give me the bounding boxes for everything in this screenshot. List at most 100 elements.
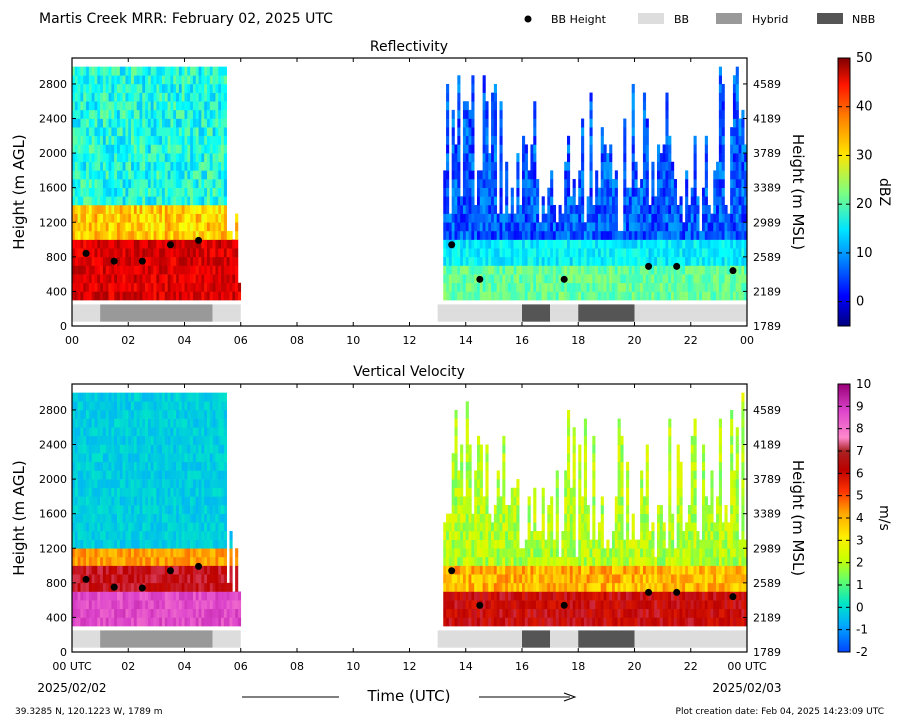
reflectivity-xtick-label: 14 <box>459 334 473 347</box>
velocity-bb-height-point-7 <box>560 601 568 609</box>
velocity-bb-height-point-6 <box>476 601 484 609</box>
velocity-colorbar-tick-label: -1 <box>856 623 868 637</box>
reflectivity-bb-segment-3 <box>437 304 523 322</box>
reflectivity-colorbar-ticks: 0 10 20 30 40 50 <box>838 51 873 310</box>
velocity-xtick-label: 14 <box>459 660 473 673</box>
velocity-ytick-label: 1600 <box>39 508 67 521</box>
velocity-bb-height-points <box>82 562 737 609</box>
reflectivity-ytick-label: 2800 <box>39 78 67 91</box>
velocity-colorbar-label: m/s <box>876 505 892 531</box>
velocity-ytick-label-right: 1789 <box>753 646 781 659</box>
velocity-bb-segment-3 <box>437 630 523 648</box>
velocity-xtick-label: 04 <box>178 660 192 673</box>
velocity-xtick-label: 12 <box>403 660 417 673</box>
velocity-ytick-label: 0 <box>60 646 67 659</box>
velocity-bb-segment-7 <box>634 630 747 648</box>
velocity-ytick-label-right: 2189 <box>753 611 781 624</box>
reflectivity-xtick-label: 02 <box>121 334 135 347</box>
velocity-ytick-label-right: 4189 <box>753 439 781 452</box>
velocity-bb-segment-1 <box>100 630 213 648</box>
velocity-colorbar-tick-label: 6 <box>856 466 864 480</box>
time-axis-label: Time (UTC) <box>367 687 451 705</box>
velocity-ytick-label: 2800 <box>39 404 67 417</box>
reflectivity-ylabel-right: Height (m MSL) <box>789 134 807 250</box>
legend-bb-swatch <box>638 13 664 24</box>
reflectivity-colorbar-label: dBZ <box>876 178 892 206</box>
velocity-colorbar-tick-label: 8 <box>856 422 864 436</box>
reflectivity-ytick-label: 2000 <box>39 147 67 160</box>
velocity-xtick-label: 08 <box>290 660 304 673</box>
velocity-ytick-label-right: 2989 <box>753 542 781 555</box>
reflectivity-bb-segment-0 <box>72 304 101 322</box>
velocity-bb-segment-5 <box>550 630 579 648</box>
velocity-bb-height-point-1 <box>110 583 118 591</box>
velocity-bb-height-point-10 <box>729 593 737 601</box>
velocity-colorbar-tick-label: 0 <box>856 600 864 614</box>
velocity-bb-height-point-3 <box>166 567 174 575</box>
velocity-bb-height-point-2 <box>138 584 146 592</box>
velocity-ytick-label-right: 3789 <box>753 473 781 486</box>
legend-bb-height-marker <box>524 15 532 23</box>
reflectivity-title: Reflectivity <box>370 39 448 55</box>
velocity-colorbar-tick-label: 3 <box>856 533 864 547</box>
reflectivity-xtick-label: 10 <box>346 334 360 347</box>
reflectivity-colorbar-tick-label: 40 <box>856 100 873 115</box>
velocity-bb-height-point-9 <box>673 588 681 596</box>
reflectivity-xtick-label: 06 <box>234 334 248 347</box>
velocity-ytick-label: 2000 <box>39 473 67 486</box>
legend-hybrid-swatch <box>716 13 742 24</box>
reflectivity-xtick-label: 00 <box>740 334 754 347</box>
reflectivity-colorbar-tick-label: 50 <box>856 51 873 66</box>
velocity-colorbar-tick-label: 2 <box>856 556 864 570</box>
velocity-ylabel-right: Height (m MSL) <box>789 460 807 576</box>
reflectivity-bb-segment-7 <box>634 304 747 322</box>
reflectivity-ytick-label: 800 <box>46 251 67 264</box>
reflectivity-bb-height-point-9 <box>673 262 681 270</box>
reflectivity-bb-height-point-0 <box>82 249 90 257</box>
velocity-xtick-label: 00 UTC <box>52 660 92 673</box>
velocity-xtick-label: 16 <box>515 660 529 673</box>
velocity-xtick-label: 22 <box>684 660 698 673</box>
velocity-ytick-label: 400 <box>46 611 67 624</box>
velocity-field <box>72 392 748 627</box>
legend-nbb-swatch <box>817 13 843 24</box>
velocity-colorbar-tick-label: 7 <box>856 444 864 458</box>
reflectivity-ytick-label-right: 2989 <box>753 216 781 229</box>
start-date: 2025/02/02 <box>37 681 106 695</box>
legend-hybrid-label: Hybrid <box>752 13 788 26</box>
reflectivity-panel: Reflectivity 00 02 04 06 08 10 12 14 16 18 20 22 000… <box>10 39 892 347</box>
legend-nbb-label: NBB <box>852 13 875 26</box>
velocity-xtick-label: 10 <box>346 660 360 673</box>
reflectivity-bb-segment-5 <box>550 304 579 322</box>
end-date: 2025/02/03 <box>712 681 781 695</box>
velocity-xtick-label: 06 <box>234 660 248 673</box>
reflectivity-ytick-label: 1600 <box>39 182 67 195</box>
reflectivity-xtick-label: 20 <box>628 334 642 347</box>
velocity-bb-height-point-8 <box>645 588 653 596</box>
reflectivity-bb-height-point-2 <box>138 257 146 265</box>
reflectivity-xtick-label: 04 <box>178 334 192 347</box>
reflectivity-xtick-label: 12 <box>403 334 417 347</box>
reflectivity-colorbar-tick-label: 30 <box>856 148 873 163</box>
reflectivity-xtick-label: 00 <box>65 334 79 347</box>
reflectivity-ytick-label-right: 2189 <box>753 285 781 298</box>
velocity-ytick-label: 1200 <box>39 542 67 555</box>
velocity-bb-height-point-4 <box>195 562 203 570</box>
velocity-ytick-label: 800 <box>46 577 67 590</box>
reflectivity-ytick-label: 1200 <box>39 216 67 229</box>
reflectivity-bb-height-point-8 <box>645 262 653 270</box>
velocity-bb-segment-0 <box>72 630 101 648</box>
velocity-ytick-label: 2400 <box>39 439 67 452</box>
velocity-bb-height-point-0 <box>82 575 90 583</box>
velocity-bb-segment-4 <box>522 630 551 648</box>
reflectivity-ytick-label: 2400 <box>39 113 67 126</box>
reflectivity-bb-segment-4 <box>522 304 551 322</box>
reflectivity-colorbar <box>837 57 851 327</box>
reflectivity-xtick-label: 16 <box>515 334 529 347</box>
velocity-ytick-label-right: 2589 <box>753 577 781 590</box>
velocity-bb-segment-2 <box>212 630 241 648</box>
reflectivity-ytick-label-right: 4189 <box>753 113 781 126</box>
footer: 2025/02/02 2025/02/03 Time (UTC) 39.3285… <box>15 681 884 717</box>
